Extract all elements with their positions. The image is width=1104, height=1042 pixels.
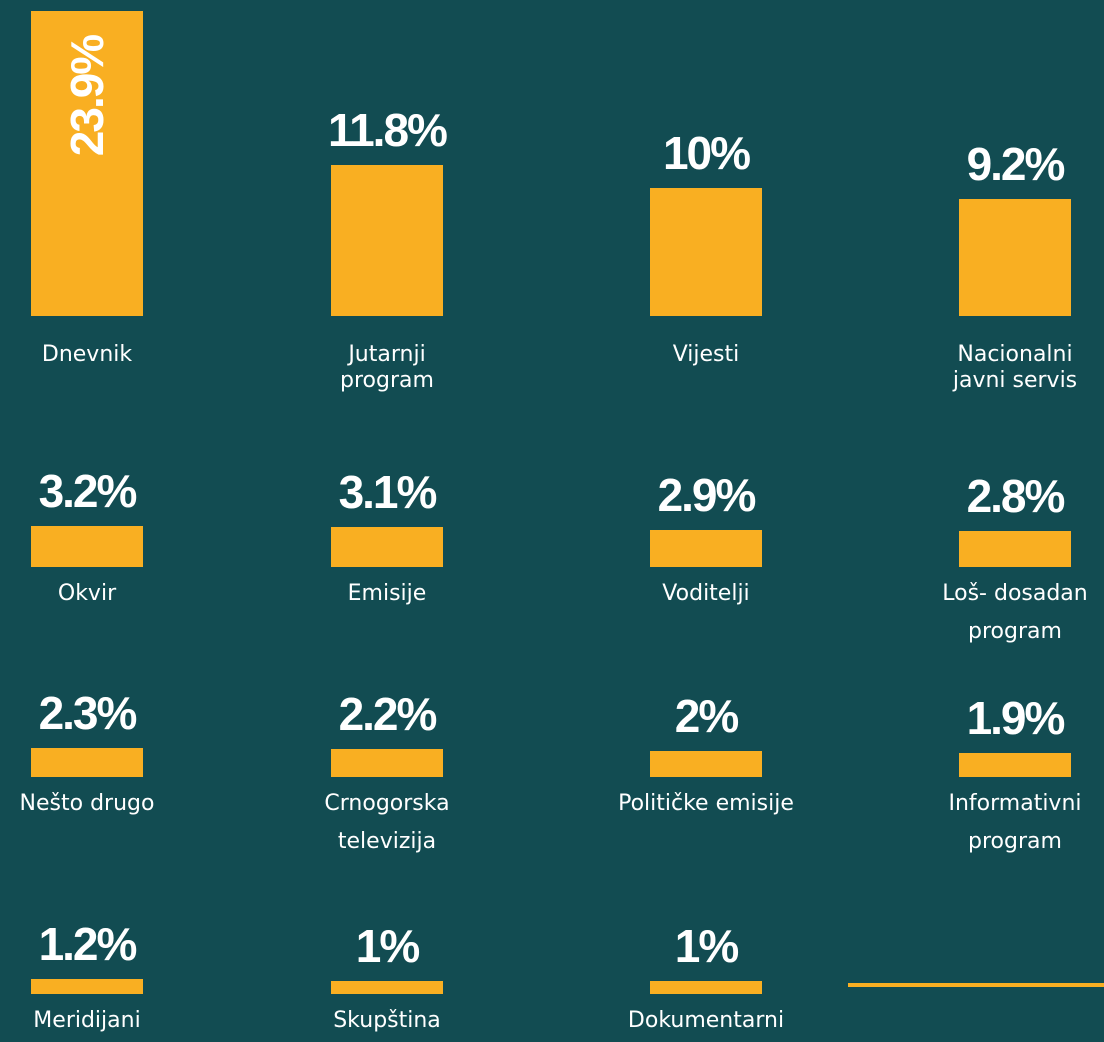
value-label: 3.2% bbox=[38, 465, 138, 518]
category-label: Nešto drugo bbox=[19, 791, 155, 816]
value-label: 1.9% bbox=[966, 691, 1066, 744]
category-label: Dokumentarni bbox=[627, 1008, 785, 1033]
value-label: 11.8% bbox=[328, 104, 448, 157]
value-label: 1% bbox=[674, 920, 739, 973]
category-label: Nacionalni javni servis bbox=[952, 342, 1078, 393]
category-label: Voditelji bbox=[662, 581, 750, 606]
bar bbox=[650, 751, 762, 777]
bar bbox=[331, 165, 443, 316]
bar bbox=[331, 527, 443, 567]
value-label: 2% bbox=[674, 690, 739, 743]
value-label: 10% bbox=[662, 127, 751, 180]
value-label: 23.9% bbox=[61, 35, 113, 157]
value-label: 9.2% bbox=[966, 137, 1066, 190]
category-label: Meridijani bbox=[33, 1008, 141, 1033]
bar bbox=[31, 11, 143, 316]
value-label: 2.9% bbox=[657, 468, 757, 521]
bar bbox=[331, 748, 443, 777]
bar bbox=[331, 981, 443, 994]
bar bbox=[650, 981, 762, 994]
category-label: Crnogorska televizija bbox=[324, 791, 450, 854]
category-label: Emisije bbox=[347, 581, 427, 606]
value-label: 3.1% bbox=[338, 466, 438, 519]
value-label: 1% bbox=[355, 920, 420, 973]
bar bbox=[650, 529, 762, 567]
value-label: 1.2% bbox=[38, 917, 138, 970]
decor-line bbox=[848, 983, 1104, 987]
category-label: Loš- dosadan program bbox=[942, 581, 1088, 644]
category-label: Okvir bbox=[57, 581, 117, 606]
category-label: Dnevnik bbox=[41, 342, 133, 367]
value-label: 2.8% bbox=[966, 470, 1066, 523]
bar bbox=[959, 752, 1071, 777]
category-label: Političke emisije bbox=[618, 791, 794, 816]
category-label: Vijesti bbox=[672, 342, 740, 367]
bar bbox=[650, 188, 762, 316]
category-label: Skupština bbox=[333, 1008, 441, 1033]
bar bbox=[959, 198, 1071, 316]
category-label: Informativni program bbox=[948, 791, 1082, 854]
bar bbox=[31, 747, 143, 777]
category-label: Jutarnji program bbox=[340, 342, 434, 393]
bar bbox=[31, 978, 143, 994]
bar bbox=[31, 526, 143, 567]
value-label: 2.2% bbox=[338, 687, 438, 740]
bar bbox=[959, 531, 1071, 567]
value-label: 2.3% bbox=[38, 686, 138, 739]
